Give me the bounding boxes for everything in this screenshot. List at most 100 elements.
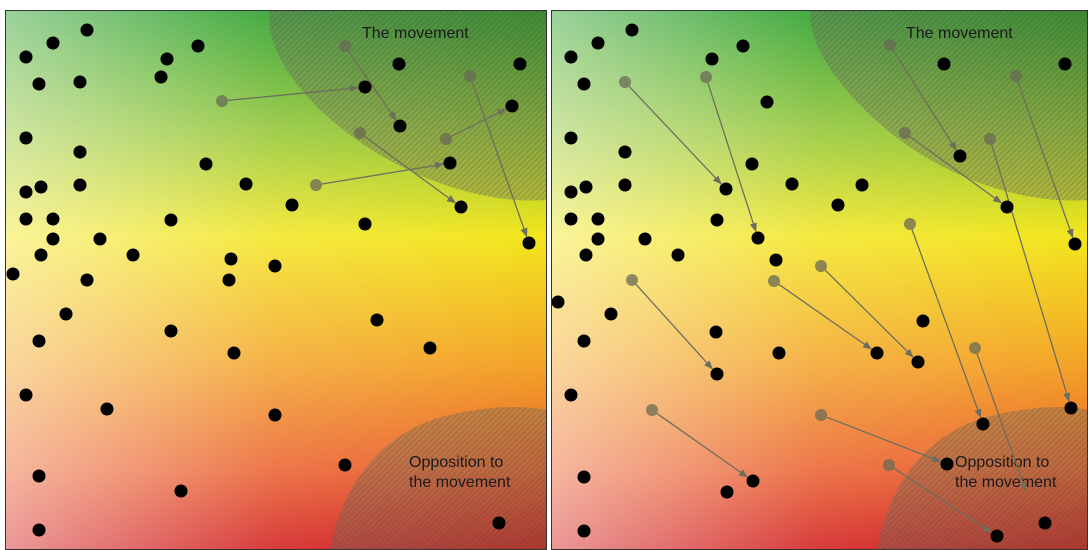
person-dot [831, 198, 845, 212]
person-dot [224, 252, 238, 266]
movement-arrow [893, 467, 992, 533]
movement-arrow [826, 416, 942, 463]
movement-arrow [976, 353, 1027, 492]
person-dot [719, 182, 733, 196]
movement-label: The movement [362, 25, 469, 42]
person-dot [953, 149, 967, 163]
person-dot [772, 346, 786, 360]
people-dots [6, 23, 536, 537]
movement-arrow [451, 108, 507, 137]
person-dot [760, 95, 774, 109]
previous-position-dot [354, 127, 366, 139]
person-dot [705, 52, 719, 66]
movement-arrow [991, 144, 1071, 403]
person-dot [940, 457, 954, 471]
person-dot [1038, 516, 1052, 530]
person-dot [591, 36, 605, 50]
person-dot [191, 39, 205, 53]
person-dot [126, 248, 140, 262]
previous-position-dot [1010, 70, 1022, 82]
person-dot [522, 236, 536, 250]
person-dot [710, 213, 724, 227]
previous-position-dot [216, 95, 228, 107]
person-dot [32, 523, 46, 537]
movement-arrow [635, 284, 713, 370]
movement-arrow [892, 49, 957, 151]
person-dot [174, 484, 188, 498]
person-dot [591, 212, 605, 226]
previous-position-dot [626, 274, 638, 286]
person-dot [93, 232, 107, 246]
previous-position-dot [815, 260, 827, 272]
person-dot [454, 200, 468, 214]
person-dot [709, 325, 723, 339]
person-dot [73, 178, 87, 192]
previous-position-dot [464, 70, 476, 82]
person-dot [591, 232, 605, 246]
person-dot [164, 213, 178, 227]
person-dot [551, 295, 565, 309]
person-dot [239, 177, 253, 191]
opposition-label: Opposition to the movement [955, 454, 1057, 491]
previous-position-dot [899, 127, 911, 139]
movement-arrow [321, 161, 444, 185]
person-dot [227, 346, 241, 360]
people-dots [551, 23, 1082, 543]
panel-before: The movement Opposition to the movement [5, 10, 547, 550]
person-dot [990, 529, 1004, 543]
previous-position-dot [339, 40, 351, 52]
person-dot [579, 180, 593, 194]
person-dot [1000, 200, 1014, 214]
panel-after: The movement Opposition to the movement [551, 10, 1088, 550]
person-dot [34, 180, 48, 194]
person-dot [751, 231, 765, 245]
previous-position-dot [619, 76, 631, 88]
movement-region [809, 10, 1088, 201]
person-dot [746, 474, 760, 488]
previous-position-dot [768, 275, 780, 287]
person-dot [268, 259, 282, 273]
movement-arrows [216, 40, 528, 238]
person-dot [160, 52, 174, 66]
person-dot [1064, 401, 1078, 415]
person-dot [6, 267, 20, 281]
person-dot [564, 212, 578, 226]
movement-arrow [909, 135, 1003, 204]
person-dot [19, 212, 33, 226]
previous-position-dot [904, 218, 916, 230]
person-dot [358, 217, 372, 231]
person-dot [577, 470, 591, 484]
movement-region [269, 10, 547, 201]
person-dot [1058, 57, 1072, 71]
person-dot [564, 185, 578, 199]
person-dot [73, 145, 87, 159]
movement-arrow [227, 84, 359, 102]
person-dot [100, 402, 114, 416]
person-dot [671, 248, 685, 262]
person-dot [423, 341, 437, 355]
person-dot [19, 131, 33, 145]
person-dot [618, 145, 632, 159]
person-dot [268, 408, 282, 422]
person-dot [32, 469, 46, 483]
person-dot [492, 516, 506, 530]
person-dot [577, 524, 591, 538]
person-dot [199, 157, 213, 171]
person-dot [73, 75, 87, 89]
previous-position-dot [883, 459, 895, 471]
movement-arrow [778, 283, 873, 350]
person-dot [625, 23, 639, 37]
movement-arrow [347, 50, 397, 121]
person-dot [1068, 237, 1082, 251]
previous-position-dot [700, 71, 712, 83]
person-dot [564, 131, 578, 145]
person-dot [577, 334, 591, 348]
person-dot [911, 355, 925, 369]
person-dot [736, 39, 750, 53]
previous-position-dot [646, 404, 658, 416]
person-dot [46, 212, 60, 226]
person-dot [720, 485, 734, 499]
previous-position-dot [969, 342, 981, 354]
person-dot [46, 232, 60, 246]
person-dot [222, 273, 236, 287]
